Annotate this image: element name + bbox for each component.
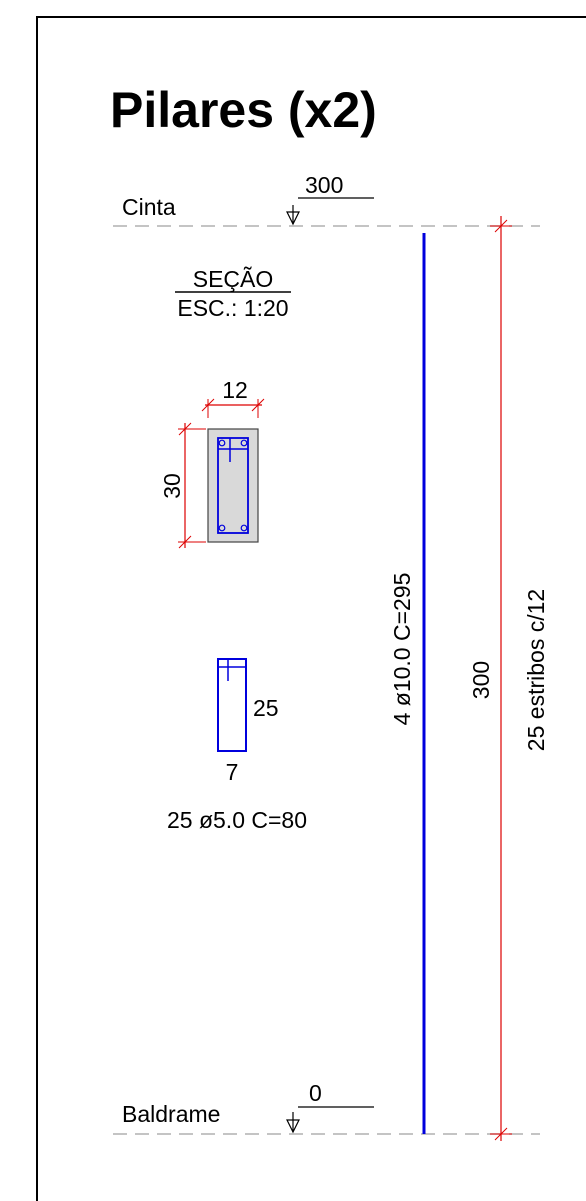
section-width-label: 12 [222, 377, 248, 403]
section-height-dimension [178, 422, 206, 549]
section-heading: SEÇÃO [193, 266, 274, 292]
stirrup-height-label: 25 [253, 695, 279, 721]
level-value-bottom: 0 [309, 1080, 322, 1106]
main-bar-spec: 4 ø10.0 C=295 [389, 573, 415, 726]
stirrup-shape [217, 658, 247, 752]
sheet-frame [36, 16, 586, 1201]
level-marker-top-icon [286, 197, 374, 226]
section-width-dimension [201, 398, 265, 418]
sheet-title: Pilares (x2) [110, 82, 377, 138]
stirrups-note: 25 estribos c/12 [523, 589, 549, 751]
column-length-dimension [490, 216, 512, 1141]
column-cross-section [207, 428, 259, 543]
level-marker-bottom-icon [286, 1106, 374, 1134]
level-value-top: 300 [305, 172, 343, 198]
stirrup-spec: 25 ø5.0 C=80 [167, 807, 307, 833]
section-height-label: 30 [159, 473, 185, 499]
column-length-label: 300 [468, 661, 494, 699]
level-name-bottom: Baldrame [122, 1101, 220, 1127]
level-name-top: Cinta [122, 194, 176, 220]
section-scale: ESC.: 1:20 [177, 295, 288, 321]
stirrup-width-label: 7 [226, 759, 239, 785]
